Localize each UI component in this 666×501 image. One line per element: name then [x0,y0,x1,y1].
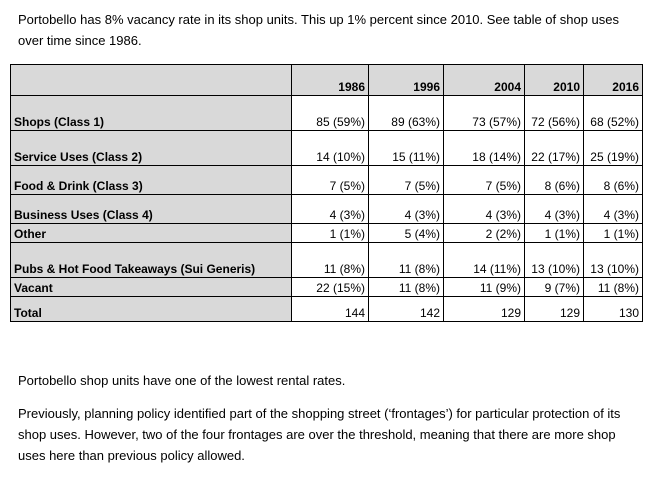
table-row: Vacant 22 (15%) 11 (8%) 11 (9%) 9 (7%) 1… [10,277,643,297]
table-cell: 89 (63%) [368,95,444,131]
table-cell: 22 (17%) [524,130,584,166]
row-label: Vacant [10,277,292,297]
intro-paragraph: Portobello has 8% vacancy rate in its sh… [18,12,620,48]
rental-rates-paragraph: Portobello shop units have one of the lo… [18,373,346,388]
table-row: Other 1 (1%) 5 (4%) 2 (2%) 1 (1%) 1 (1%) [10,223,643,243]
header-label-cell [10,64,292,96]
header-1996: 1996 [368,64,444,96]
table-cell: 22 (15%) [291,277,369,297]
table-cell: 8 (6%) [583,165,643,195]
table-cell: 4 (3%) [291,194,369,224]
table-row: Pubs & Hot Food Takeaways (Sui Generis) … [10,242,643,278]
table-cell: 73 (57%) [443,95,525,131]
table-cell: 13 (10%) [524,242,584,278]
header-2004: 2004 [443,64,525,96]
row-label: Pubs & Hot Food Takeaways (Sui Generis) [10,242,292,278]
header-1986: 1986 [291,64,369,96]
table-cell: 11 (9%) [443,277,525,297]
table-cell: 1 (1%) [524,223,584,243]
header-2010: 2010 [524,64,584,96]
table-row: Business Uses (Class 4) 4 (3%) 4 (3%) 4 … [10,194,643,224]
table-cell: 7 (5%) [443,165,525,195]
table-cell: 1 (1%) [583,223,643,243]
table-header-row: 1986 1996 2004 2010 2016 [10,64,643,96]
table-cell: 4 (3%) [368,194,444,224]
row-label: Business Uses (Class 4) [10,194,292,224]
table-row: Shops (Class 1) 85 (59%) 89 (63%) 73 (57… [10,95,643,131]
table-cell: 2 (2%) [443,223,525,243]
table-cell: 142 [368,296,444,322]
table-cell: 9 (7%) [524,277,584,297]
shop-uses-table: 1986 1996 2004 2010 2016 Shops (Class 1)… [10,64,643,322]
row-label: Total [10,296,292,322]
table-cell: 11 (8%) [368,277,444,297]
table-cell: 11 (8%) [291,242,369,278]
table-cell: 13 (10%) [583,242,643,278]
table-cell: 11 (8%) [368,242,444,278]
header-2016: 2016 [583,64,643,96]
table-cell: 144 [291,296,369,322]
table-cell: 18 (14%) [443,130,525,166]
table-cell: 7 (5%) [368,165,444,195]
planning-policy-paragraph: Previously, planning policy identified p… [18,406,621,463]
table-cell: 14 (10%) [291,130,369,166]
table-cell: 4 (3%) [583,194,643,224]
table-row: Service Uses (Class 2) 14 (10%) 15 (11%)… [10,130,643,166]
table-cell: 5 (4%) [368,223,444,243]
table-cell: 130 [583,296,643,322]
row-label: Service Uses (Class 2) [10,130,292,166]
table-cell: 129 [443,296,525,322]
row-label: Other [10,223,292,243]
row-label: Food & Drink (Class 3) [10,165,292,195]
table-cell: 72 (56%) [524,95,584,131]
table-cell: 4 (3%) [443,194,525,224]
table-cell: 1 (1%) [291,223,369,243]
table-row: Total 144 142 129 129 130 [10,296,643,322]
table-cell: 8 (6%) [524,165,584,195]
table-cell: 25 (19%) [583,130,643,166]
row-label: Shops (Class 1) [10,95,292,131]
table-cell: 11 (8%) [583,277,643,297]
table-cell: 85 (59%) [291,95,369,131]
table-cell: 14 (11%) [443,242,525,278]
table-cell: 15 (11%) [368,130,444,166]
table-cell: 4 (3%) [524,194,584,224]
table-row: Food & Drink (Class 3) 7 (5%) 7 (5%) 7 (… [10,165,643,195]
table-cell: 7 (5%) [291,165,369,195]
table-cell: 68 (52%) [583,95,643,131]
table-cell: 129 [524,296,584,322]
